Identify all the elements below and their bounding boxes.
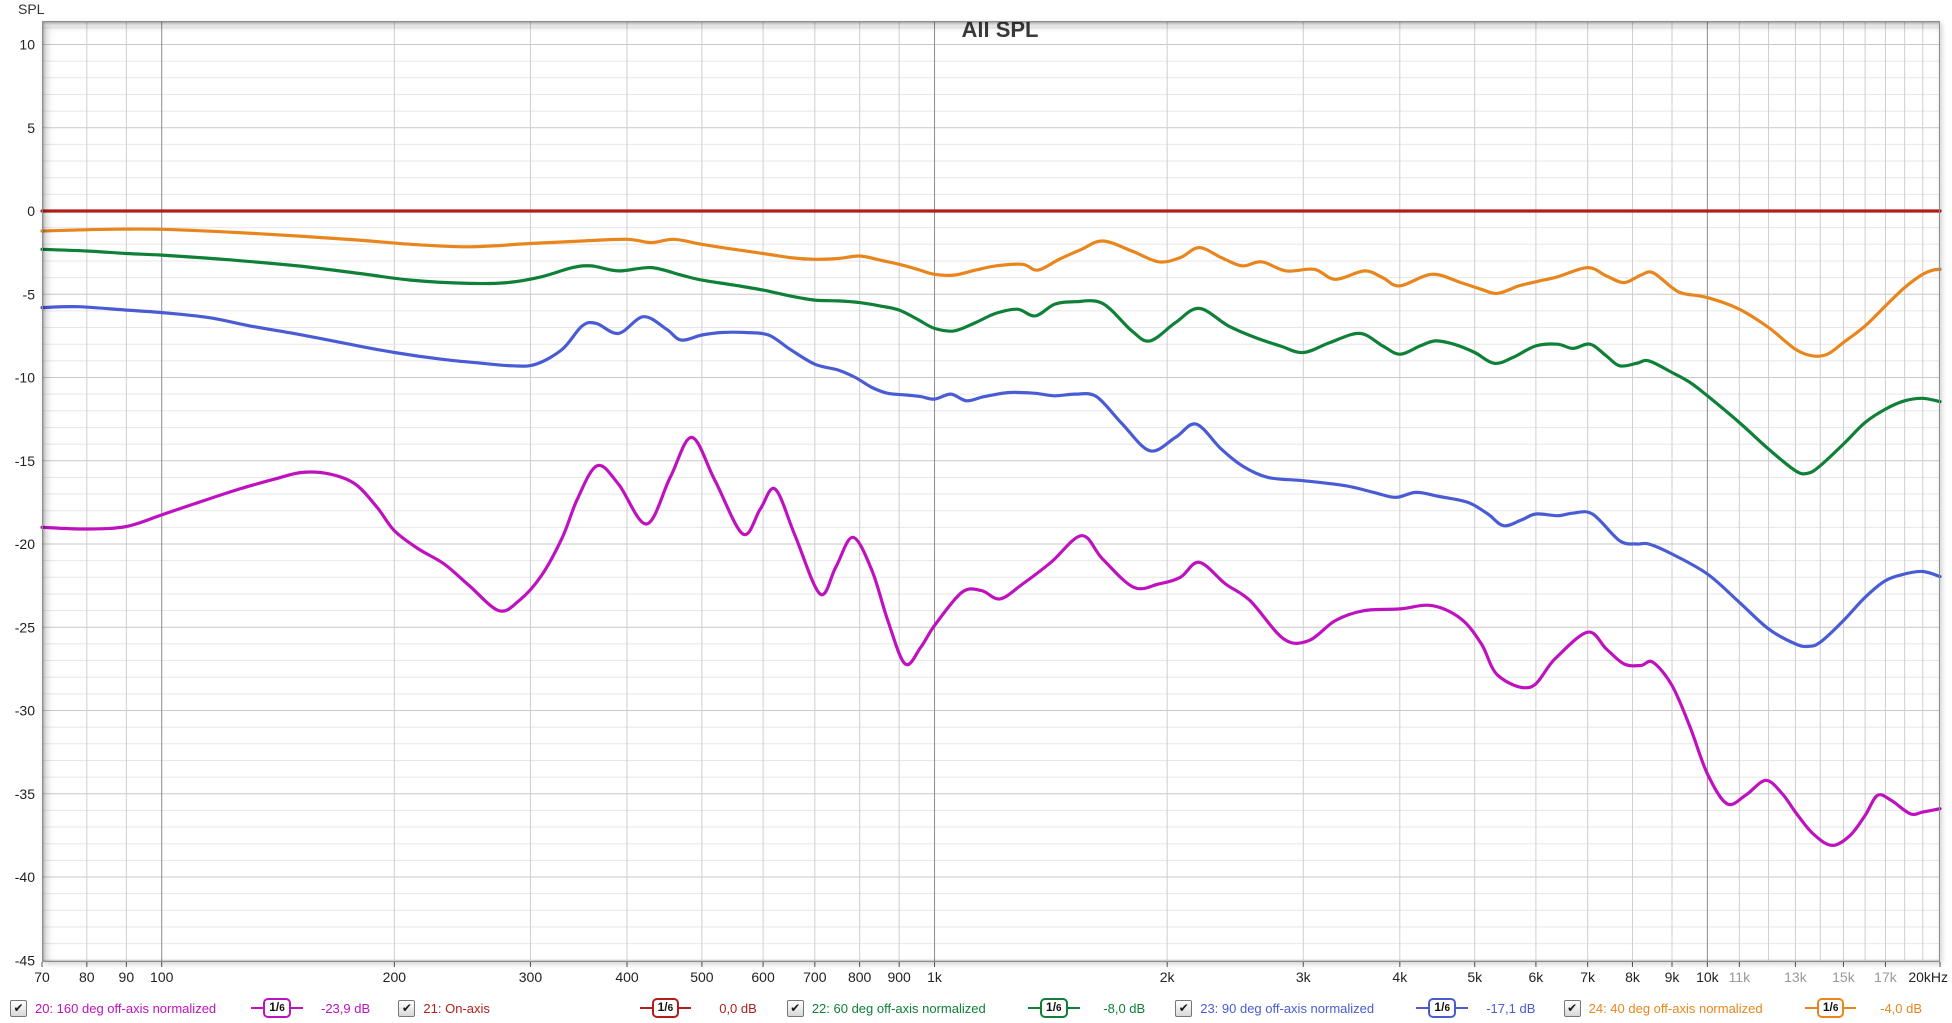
badge-dash — [679, 1007, 692, 1009]
legend-level-value: -8,0 dB — [1103, 1000, 1146, 1016]
x-tick-label: 3k — [1296, 969, 1312, 985]
legend-bar: ✔ 20: 160 deg off-axis normalized 1/6 -23,9… — [0, 994, 1952, 1022]
smoothing-denominator: 6 — [667, 1003, 674, 1014]
x-tick-label: 15k — [1832, 969, 1856, 985]
x-tick-label: 11k — [1729, 969, 1752, 985]
y-tick-label: -15 — [15, 453, 35, 469]
badge-dash — [639, 1007, 652, 1009]
x-tick-label: 200 — [383, 969, 407, 985]
y-tick-label: -20 — [15, 536, 35, 552]
legend-checkbox-off-axis-90[interactable]: ✔ — [1175, 999, 1193, 1017]
smoothing-denominator: 6 — [1056, 1003, 1062, 1014]
curve-layer — [40, 209, 1942, 847]
x-tick-label: 800 — [848, 969, 872, 985]
badge-dash — [1456, 1007, 1468, 1009]
x-tick-label: 4k — [1392, 969, 1408, 985]
grid-layer — [43, 22, 1939, 961]
x-tick-label: 80 — [79, 969, 95, 985]
smoothing-value: 1/6 — [1428, 998, 1456, 1018]
y-tick-label: -40 — [15, 869, 35, 885]
axis-label-layer: 70 80 90 100 200 300 400 500 600 700 800 900 1k 2k 3k 4… — [15, 37, 1948, 986]
smoothing-value: 1/6 — [1816, 998, 1845, 1018]
y-tick-label: -25 — [15, 619, 35, 635]
curve-off-axis-160 — [40, 435, 1942, 847]
x-tick-label: 900 — [887, 969, 911, 985]
legend-level-value: -17,1 dB — [1486, 1000, 1536, 1016]
y-tick-label: -5 — [23, 286, 36, 302]
x-tick-label: 1k — [927, 969, 943, 985]
smoothing-badge-off-axis-40[interactable]: 1/6 — [1787, 998, 1875, 1018]
spl-chart: 70 80 90 100 200 300 400 500 600 700 800 900 1k 2k 3k 4… — [15, 1, 1948, 986]
legend-label: 21: On-axis — [423, 1000, 490, 1016]
x-tick-label: 6k — [1529, 969, 1545, 985]
y-axis-title: SPL — [18, 1, 45, 17]
badge-dash — [1067, 1007, 1080, 1009]
smoothing-badge-off-axis-60[interactable]: 1/6 — [1010, 998, 1098, 1018]
legend-level-value: -23,9 dB — [321, 1000, 371, 1016]
y-tick-label: -30 — [15, 703, 35, 719]
chart-title: All SPL — [961, 17, 1038, 42]
legend-label: 20: 160 deg off-axis normalized — [35, 1000, 217, 1016]
x-tick-label: 13k — [1784, 969, 1808, 985]
y-tick-label: -10 — [15, 370, 35, 386]
legend-label: 22: 60 deg off-axis normalized — [811, 1000, 986, 1016]
x-tick-label: 400 — [615, 969, 639, 985]
legend-item-off-axis-60[interactable]: ✔ 22: 60 deg off-axis normalized 1/6 -8,0 d… — [786, 998, 1175, 1018]
badge-dash — [1416, 1007, 1429, 1009]
x-tick-label: 17k — [1874, 969, 1898, 985]
legend-item-on-axis[interactable]: ✔ 21: On-axis 1/6 0,0 dB — [398, 998, 786, 1018]
x-tick-label: 2k — [1160, 969, 1176, 985]
y-tick-label: 10 — [19, 37, 35, 53]
x-tick-label: 300 — [519, 969, 543, 985]
badge-dash — [290, 1007, 303, 1009]
badge-dash — [1804, 1007, 1817, 1009]
smoothing-badge-off-axis-160[interactable]: 1/6 — [233, 998, 321, 1018]
x-tick-label: 20kHz — [1908, 969, 1948, 985]
x-tick-label: 9k — [1665, 969, 1681, 985]
x-tick-label: 8k — [1625, 969, 1641, 985]
badge-dash — [1028, 1007, 1041, 1009]
y-tick-label: 0 — [27, 203, 35, 219]
legend-item-off-axis-40[interactable]: ✔ 24: 40 deg off-axis normalized 1/6 -4,0 d… — [1563, 998, 1952, 1018]
legend-level-value: 0,0 dB — [719, 1000, 757, 1016]
x-tick-label: 100 — [150, 969, 174, 985]
x-tick-label: 700 — [803, 969, 827, 985]
legend-checkbox-on-axis[interactable]: ✔ — [398, 999, 416, 1017]
legend-item-off-axis-160[interactable]: ✔ 20: 160 deg off-axis normalized 1/6 -23,9… — [10, 998, 398, 1018]
x-tick-label: 600 — [751, 969, 775, 985]
y-tick-label: 5 — [27, 120, 35, 136]
y-tick-label: -35 — [15, 786, 35, 802]
smoothing-value: 1/6 — [651, 998, 680, 1018]
smoothing-badge-off-axis-90[interactable]: 1/6 — [1398, 998, 1486, 1018]
curve-off-axis-60 — [40, 247, 1942, 476]
legend-item-off-axis-90[interactable]: ✔ 23: 90 deg off-axis normalized 1/6 -17,1 … — [1175, 998, 1563, 1018]
x-tick-label: 7k — [1580, 969, 1596, 985]
smoothing-value: 1/6 — [1040, 998, 1068, 1018]
smoothing-badge-on-axis[interactable]: 1/6 — [621, 998, 709, 1018]
badge-dash — [1844, 1007, 1857, 1009]
x-tick-label: 10k — [1696, 969, 1720, 985]
smoothing-denominator: 6 — [1832, 1003, 1839, 1014]
x-tick-label: 70 — [34, 969, 50, 985]
curve-off-axis-40 — [40, 227, 1942, 358]
legend-label: 23: 90 deg off-axis normalized — [1200, 1000, 1375, 1016]
smoothing-value: 1/6 — [263, 998, 291, 1018]
badge-dash — [251, 1007, 264, 1009]
curve-off-axis-90 — [40, 305, 1942, 649]
legend-level-value: -4,0 dB — [1880, 1000, 1923, 1016]
legend-checkbox-off-axis-160[interactable]: ✔ — [10, 999, 27, 1017]
x-tick-label: 90 — [119, 969, 135, 985]
legend-checkbox-off-axis-40[interactable]: ✔ — [1563, 999, 1581, 1017]
x-tick-label: 5k — [1467, 969, 1483, 985]
legend-label: 24: 40 deg off-axis normalized — [1588, 1000, 1763, 1016]
smoothing-denominator: 6 — [279, 1003, 285, 1014]
smoothing-denominator: 6 — [1444, 1003, 1450, 1014]
x-tick-label: 500 — [690, 969, 714, 985]
legend-checkbox-off-axis-60[interactable]: ✔ — [786, 999, 804, 1017]
y-tick-label: -45 — [15, 952, 35, 968]
